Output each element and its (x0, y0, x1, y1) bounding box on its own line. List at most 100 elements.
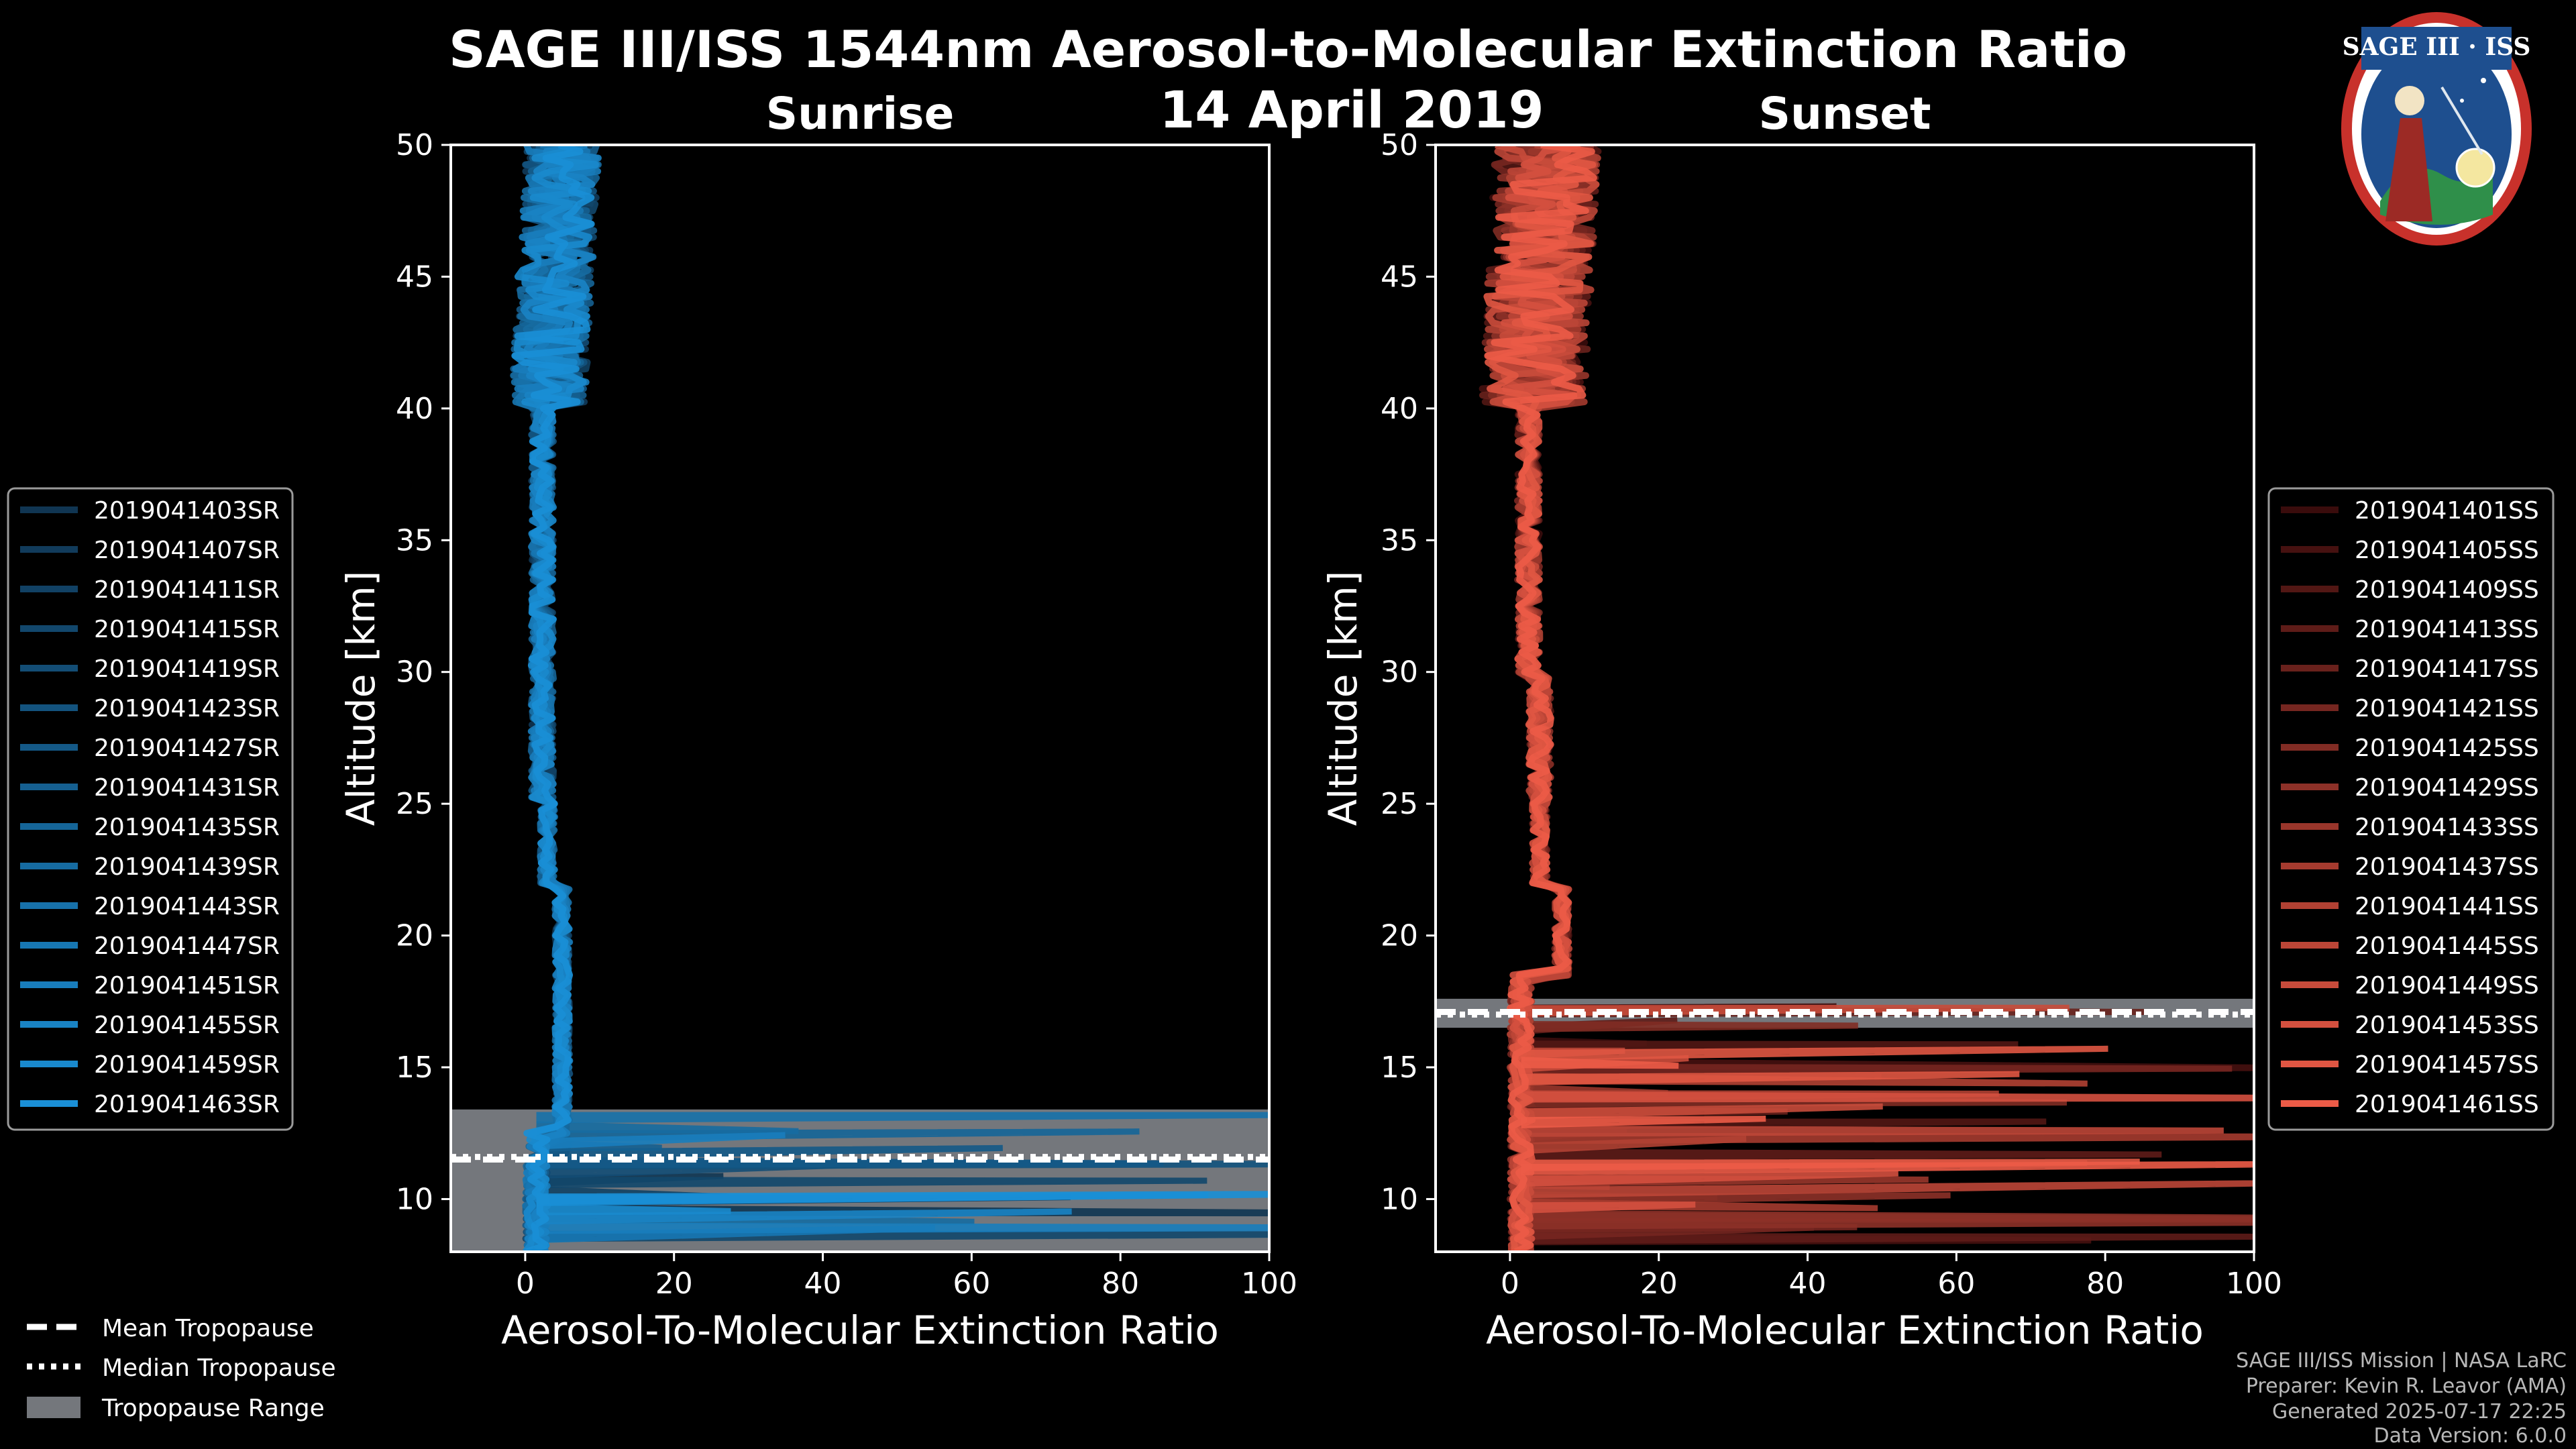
y-tick-label: 45 (1381, 260, 1418, 294)
legend-label-2019041409SS: 2019041409SS (2355, 576, 2539, 604)
x-tick-label: 100 (1241, 1267, 1297, 1301)
legend-label-2019041411SR: 2019041411SR (94, 576, 280, 604)
patch-title-text: SAGE III · ISS (2343, 33, 2531, 61)
profile-spike-2019041457SS (1521, 1071, 2020, 1085)
profile-spike-2019041459SR (536, 1203, 731, 1216)
patch-figure-robe (2385, 118, 2432, 221)
figure-date: 14 April 2019 (1159, 80, 1544, 140)
footer-preparer: Preparer: Kevin R. Leavor (AMA) (2246, 1375, 2567, 1398)
x-tick-label: 40 (1789, 1267, 1827, 1301)
profile-spike-2019041453SS (1521, 1091, 2254, 1103)
legend-label-2019041445SS: 2019041445SS (2355, 932, 2539, 960)
patch-star (2481, 78, 2486, 83)
sunset-plot-frame (1434, 144, 2255, 1253)
legend-label-2019041423SR: 2019041423SR (94, 695, 280, 722)
legend-label-2019041427SR: 2019041427SR (94, 735, 280, 762)
sunset-y-axis-label: Altitude [km] (1320, 571, 1366, 826)
profile-spike-2019041437SS (1521, 1132, 2254, 1144)
legend-label-2019041407SR: 2019041407SR (94, 537, 280, 564)
mean-tropopause-legend-label: Mean Tropopause (102, 1315, 314, 1342)
footer-data-version: Data Version: 6.0.0 (2374, 1424, 2567, 1448)
footer-generated: Generated 2025-07-17 22:25 (2272, 1400, 2567, 1424)
legend-label-2019041419SR: 2019041419SR (94, 655, 280, 683)
profile-spike-2019041461SS (1521, 1116, 1766, 1128)
y-tick-label: 35 (1381, 523, 1418, 557)
profile-spike-2019041421SS (1521, 1063, 2233, 1075)
profile-spike-2019041461SS (1521, 1161, 2254, 1175)
profile-spike-2019041451SR (536, 1132, 786, 1150)
sunset-x-axis-label: Aerosol-To-Molecular Extinction Ratio (1486, 1307, 2204, 1353)
patch-star-2 (2460, 99, 2464, 103)
footer-credits: SAGE III/ISS Mission | NASA LaRC Prepare… (2236, 1349, 2567, 1448)
y-tick-label: 15 (1381, 1051, 1418, 1085)
legend-label-2019041435SR: 2019041435SR (94, 814, 280, 841)
legend-label-2019041453SS: 2019041453SS (2355, 1012, 2539, 1039)
tropopause-range-legend-label: Tropopause Range (101, 1395, 325, 1422)
profile-spike-2019041461SS (1521, 1057, 1679, 1069)
sunrise-panel-title: Sunrise (766, 88, 955, 140)
profile-spike-2019041409SS (1521, 1040, 2019, 1053)
legend-label-2019041459SR: 2019041459SR (94, 1051, 280, 1079)
x-tick-label: 100 (2226, 1267, 2282, 1301)
legend-label-2019041405SS: 2019041405SS (2355, 537, 2539, 564)
sunrise-x-axis-label: Aerosol-To-Molecular Extinction Ratio (501, 1307, 1219, 1353)
profile-spike-2019041451SR (536, 1222, 1269, 1234)
y-tick-label: 10 (396, 1182, 433, 1216)
y-tick-label: 40 (396, 392, 433, 426)
x-tick-label: 40 (804, 1267, 842, 1301)
legend-label-2019041455SR: 2019041455SR (94, 1012, 280, 1039)
legend-label-2019041421SS: 2019041421SS (2355, 695, 2539, 722)
legend-label-2019041429SS: 2019041429SS (2355, 774, 2539, 802)
y-tick-label: 20 (1381, 919, 1418, 953)
y-tick-label: 30 (396, 655, 433, 690)
profile-spike-2019041413SS (1521, 1148, 2162, 1161)
profile-line-2019041461SS (1484, 145, 1597, 1252)
legend-label-2019041417SS: 2019041417SS (2355, 655, 2539, 683)
y-tick-label: 10 (1381, 1182, 1418, 1216)
profile-spike-2019041453SS (1521, 1201, 1696, 1214)
sunset-axis-ticks: 0 20 40 60 80 100 10 15 20 25 30 35 40 45 50 (1381, 128, 2282, 1301)
x-tick-label: 80 (1102, 1267, 1139, 1301)
y-tick-label: 30 (1381, 655, 1418, 690)
legend-label-2019041439SR: 2019041439SR (94, 853, 280, 881)
profile-spike-2019041415SR (536, 1177, 1208, 1189)
profile-spike-2019041439SR (536, 1121, 799, 1134)
sunrise-panel: 0 20 40 60 80 100 10 15 20 25 30 35 40 45 50 Aerosol-T… (338, 128, 1297, 1353)
legend-label-2019041463SR: 2019041463SR (94, 1091, 280, 1118)
legend-label-2019041461SS: 2019041461SS (2355, 1091, 2539, 1118)
legend-label-2019041431SR: 2019041431SR (94, 774, 280, 802)
sunset-legend: 2019041401SS 2019041405SS 2019041409SS 2019… (2267, 487, 2555, 1131)
x-tick-label: 80 (2086, 1267, 2124, 1301)
profile-spike-2019041429SS (1521, 1192, 1951, 1206)
profile-spike-2019041449SS (1521, 1103, 1883, 1120)
legend-label-2019041433SS: 2019041433SS (2355, 814, 2539, 841)
footer-mission: SAGE III/ISS Mission | NASA LaRC (2236, 1349, 2567, 1373)
y-tick-label: 50 (1381, 128, 1418, 162)
figure-title: SAGE III/ISS 1544nm Aerosol-to-Molecular… (449, 19, 2127, 79)
tropopause-range-legend-swatch (27, 1397, 80, 1418)
legend-label-2019041413SS: 2019041413SS (2355, 616, 2539, 643)
profile-line-2019041463SR (511, 145, 595, 1252)
profile-spike-2019041413SS (1521, 1232, 2254, 1244)
patch-banner (2361, 27, 2512, 70)
y-tick-label: 25 (1381, 787, 1418, 821)
y-tick-label: 20 (396, 919, 433, 953)
legend-label-2019041401SS: 2019041401SS (2355, 497, 2539, 525)
sunset-legend-frame (2267, 487, 2555, 1131)
y-tick-label: 45 (396, 260, 433, 294)
profile-spike-2019041455SR (536, 1208, 1072, 1225)
y-tick-label: 15 (396, 1051, 433, 1085)
profile-spike-2019041453SS (1521, 1170, 1898, 1187)
sunrise-profile-lines (510, 145, 1269, 1252)
legend-label-2019041441SS: 2019041441SS (2355, 893, 2539, 920)
patch-beam (2440, 86, 2483, 156)
profile-spike-2019041441SS (1521, 1136, 1747, 1155)
legend-label-2019041457SS: 2019041457SS (2355, 1051, 2539, 1079)
sunset-panel: 0 20 40 60 80 100 10 15 20 25 30 35 40 45 50 Aerosol-T… (1320, 128, 2282, 1353)
x-tick-label: 60 (953, 1267, 990, 1301)
legend-label-2019041403SR: 2019041403SR (94, 497, 280, 525)
profile-spike-2019041429SS (1521, 1218, 2254, 1230)
patch-figure-head (2395, 86, 2424, 115)
sunrise-legend: 2019041403SR 2019041407SR 2019041411SR 2019… (7, 487, 294, 1131)
sunrise-legend-frame (7, 487, 294, 1131)
